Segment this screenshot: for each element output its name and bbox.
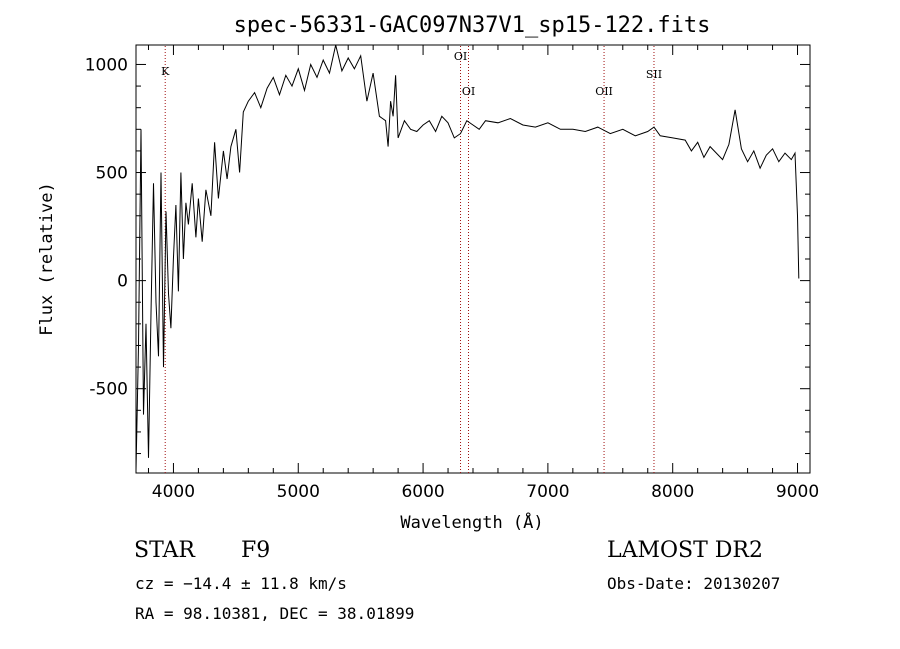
x-tick-labels: 4000 5000 6000 7000 8000 9000 (152, 482, 819, 502)
x-tick-label: 4000 (152, 482, 195, 502)
observation-date: Obs-Date: 20130207 (607, 574, 781, 593)
x-tick-label: 5000 (277, 482, 320, 502)
x-tick-label: 8000 (651, 482, 694, 502)
coordinates: RA = 98.10381, DEC = 38.01899 (135, 604, 415, 623)
x-tick-label: 9000 (776, 482, 819, 502)
line-marker-label: OII (595, 85, 613, 98)
y-tick-label: 0 (117, 272, 128, 292)
line-marker-label: OI (462, 85, 475, 98)
redshift-info: cz = −14.4 ± 11.8 km/s (135, 574, 347, 593)
object-type: STAR (134, 538, 195, 563)
axis-ticks (136, 45, 810, 473)
emission-line-markers: K OI OI OII SII (161, 46, 662, 473)
line-marker-label: K (161, 65, 170, 78)
plot-frame (135, 44, 811, 474)
line-marker-label: SII (646, 68, 662, 81)
y-axis-label: Flux (relative) (37, 182, 57, 336)
y-tick-label: 1000 (85, 55, 128, 75)
y-tick-label: 500 (96, 164, 128, 184)
spectrum-series-line (135, 44, 800, 471)
y-tick-labels: -500 0 500 1000 (85, 55, 128, 399)
x-axis-label: Wavelength (Å) (400, 511, 543, 533)
y-tick-label: -500 (89, 380, 128, 400)
x-tick-label: 6000 (401, 482, 444, 502)
chart-title: spec-56331-GAC097N37V1_sp15-122.fits (234, 13, 711, 38)
line-marker-label: OI (454, 50, 467, 63)
spectral-subclass: F9 (241, 538, 271, 563)
survey-name: LAMOST DR2 (607, 538, 763, 563)
x-tick-label: 7000 (526, 482, 569, 502)
